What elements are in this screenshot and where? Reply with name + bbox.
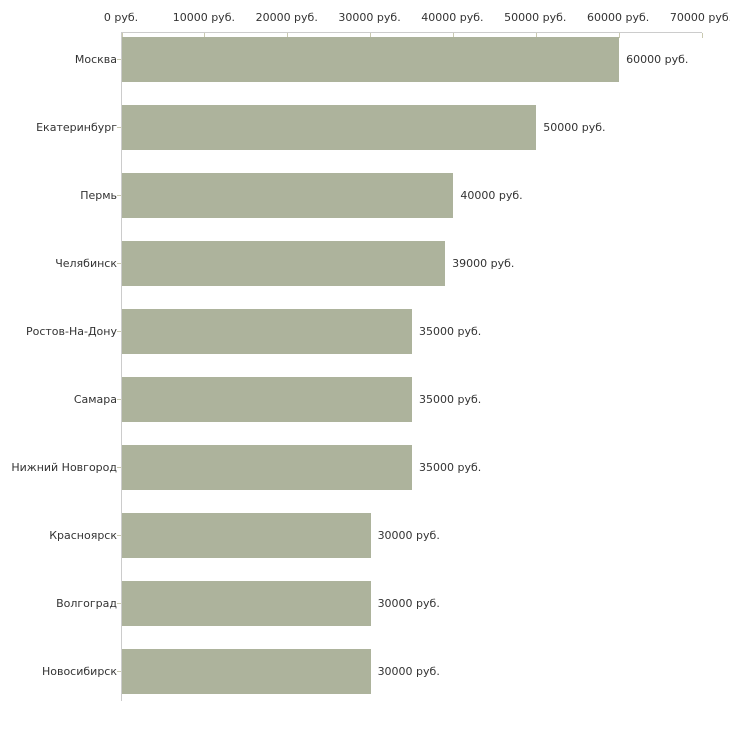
x-axis-tick-mark (618, 33, 620, 38)
y-axis-tick-mark (117, 399, 121, 400)
y-axis-tick-mark (117, 671, 121, 672)
value-label: 50000 руб. (543, 120, 606, 134)
x-axis-tick-mark (452, 33, 454, 38)
y-axis-tick-mark (117, 127, 121, 128)
x-axis-tick-label: 0 руб. (103, 11, 139, 24)
bar (122, 445, 412, 490)
bar (122, 649, 371, 694)
category-label: Нижний Новгород (11, 460, 117, 474)
x-axis-tick-mark (370, 33, 372, 38)
y-axis-tick-mark (117, 263, 121, 264)
bar (122, 513, 371, 558)
category-label: Волгоград (56, 596, 117, 610)
value-label: 35000 руб. (419, 460, 482, 474)
x-axis-tick-mark (121, 33, 123, 38)
x-axis-tick-label: 60000 руб. (587, 11, 650, 24)
bar (122, 581, 371, 626)
x-axis-tick-label: 30000 руб. (338, 11, 401, 24)
category-label: Красноярск (49, 528, 117, 542)
x-axis-tick-mark (204, 33, 206, 38)
category-label: Екатеринбург (36, 120, 117, 134)
plot-area (121, 32, 703, 701)
x-axis-tick-label: 50000 руб. (504, 11, 567, 24)
category-label: Челябинск (55, 256, 117, 270)
y-axis-tick-mark (117, 59, 121, 60)
bar (122, 37, 620, 82)
category-label: Пермь (80, 188, 117, 202)
x-axis-tick-label: 70000 руб. (669, 11, 730, 24)
bar (122, 377, 412, 422)
value-label: 40000 руб. (460, 188, 523, 202)
value-label: 30000 руб. (377, 596, 440, 610)
value-label: 39000 руб. (452, 256, 515, 270)
x-axis-tick-label: 40000 руб. (421, 11, 484, 24)
value-label: 30000 руб. (377, 528, 440, 542)
y-axis-tick-mark (117, 535, 121, 536)
category-label: Самара (73, 392, 117, 406)
y-axis-tick-mark (117, 331, 121, 332)
bar (122, 173, 454, 218)
x-axis-tick-label: 20000 руб. (255, 11, 318, 24)
x-axis-tick-mark (535, 33, 537, 38)
value-label: 60000 руб. (626, 52, 689, 66)
x-axis-tick-mark (287, 33, 289, 38)
category-label: Москва (74, 52, 117, 66)
y-axis-tick-mark (117, 603, 121, 604)
bar (122, 241, 446, 286)
value-label: 35000 руб. (419, 324, 482, 338)
category-label: Новосибирск (41, 664, 117, 678)
y-axis-tick-mark (117, 195, 121, 196)
value-label: 30000 руб. (377, 664, 440, 678)
bar (122, 105, 537, 150)
y-axis-tick-mark (117, 467, 121, 468)
x-axis-tick-mark (701, 33, 703, 38)
x-axis-tick-label: 10000 руб. (172, 11, 235, 24)
bar (122, 309, 412, 354)
value-label: 35000 руб. (419, 392, 482, 406)
category-label: Ростов-На-Дону (25, 324, 117, 338)
